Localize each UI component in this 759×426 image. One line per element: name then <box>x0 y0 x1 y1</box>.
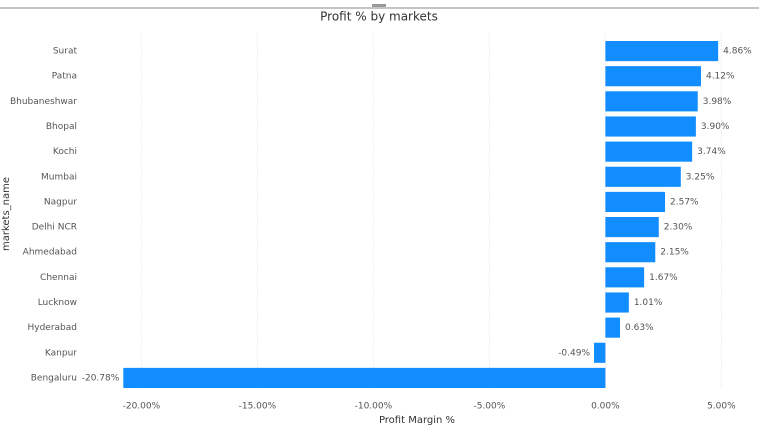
data-label: 3.74% <box>697 147 726 157</box>
y-tick-label: Kanpur <box>45 348 77 358</box>
y-tick-label: Kochi <box>53 147 77 157</box>
y-tick-label: Lucknow <box>38 298 77 308</box>
data-label: 3.25% <box>686 172 715 182</box>
data-label: 2.57% <box>670 197 699 207</box>
data-label: 1.67% <box>649 273 678 283</box>
bar <box>605 141 693 162</box>
data-label: 3.90% <box>701 122 730 132</box>
y-tick-label: Bengaluru <box>31 373 77 383</box>
bar <box>605 267 645 288</box>
y-tick-label: Delhi NCR <box>32 223 77 233</box>
y-tick-label: Bhopal <box>46 122 77 132</box>
x-tick-label: 0.00% <box>591 402 620 412</box>
x-tick-label: -20.00% <box>123 402 161 412</box>
x-tick-label: -15.00% <box>239 402 277 412</box>
bar <box>605 91 698 112</box>
x-axis-title: Profit Margin % <box>379 415 455 426</box>
y-axis-title: markets_name <box>1 177 12 251</box>
bar <box>605 41 719 62</box>
y-tick-label: Nagpur <box>44 197 77 207</box>
data-label: 4.12% <box>706 72 735 82</box>
bar <box>605 317 621 338</box>
x-tick-label: -10.00% <box>355 402 393 412</box>
data-label: 4.86% <box>723 47 752 57</box>
bar <box>605 292 629 313</box>
data-label: 2.15% <box>660 248 689 258</box>
bar <box>594 342 606 363</box>
y-tick-label: Bhubaneshwar <box>10 97 77 107</box>
y-tick-label: Surat <box>53 47 78 57</box>
bar <box>605 191 666 212</box>
y-tick-label: Patna <box>52 72 77 82</box>
data-label: 3.98% <box>703 97 732 107</box>
y-tick-label: Hyderabad <box>28 323 78 333</box>
y-tick-label: Ahmedabad <box>23 248 77 258</box>
data-label: 2.30% <box>664 223 693 233</box>
bar <box>605 66 701 87</box>
drag-handle <box>372 4 386 7</box>
bar <box>605 242 656 263</box>
bar <box>605 116 696 137</box>
x-tick-label: 5.00% <box>707 402 736 412</box>
data-label: 1.01% <box>634 298 663 308</box>
y-tick-label: Mumbai <box>41 172 77 182</box>
data-label: -0.49% <box>558 348 590 358</box>
bar <box>123 367 606 388</box>
bar <box>605 166 681 187</box>
data-label: 0.63% <box>625 323 654 333</box>
chart-title: Profit % by markets <box>320 10 438 24</box>
bar <box>605 217 659 238</box>
data-label: -20.78% <box>82 373 120 383</box>
y-tick-label: Chennai <box>40 273 77 283</box>
x-tick-label: -5.00% <box>473 402 505 412</box>
